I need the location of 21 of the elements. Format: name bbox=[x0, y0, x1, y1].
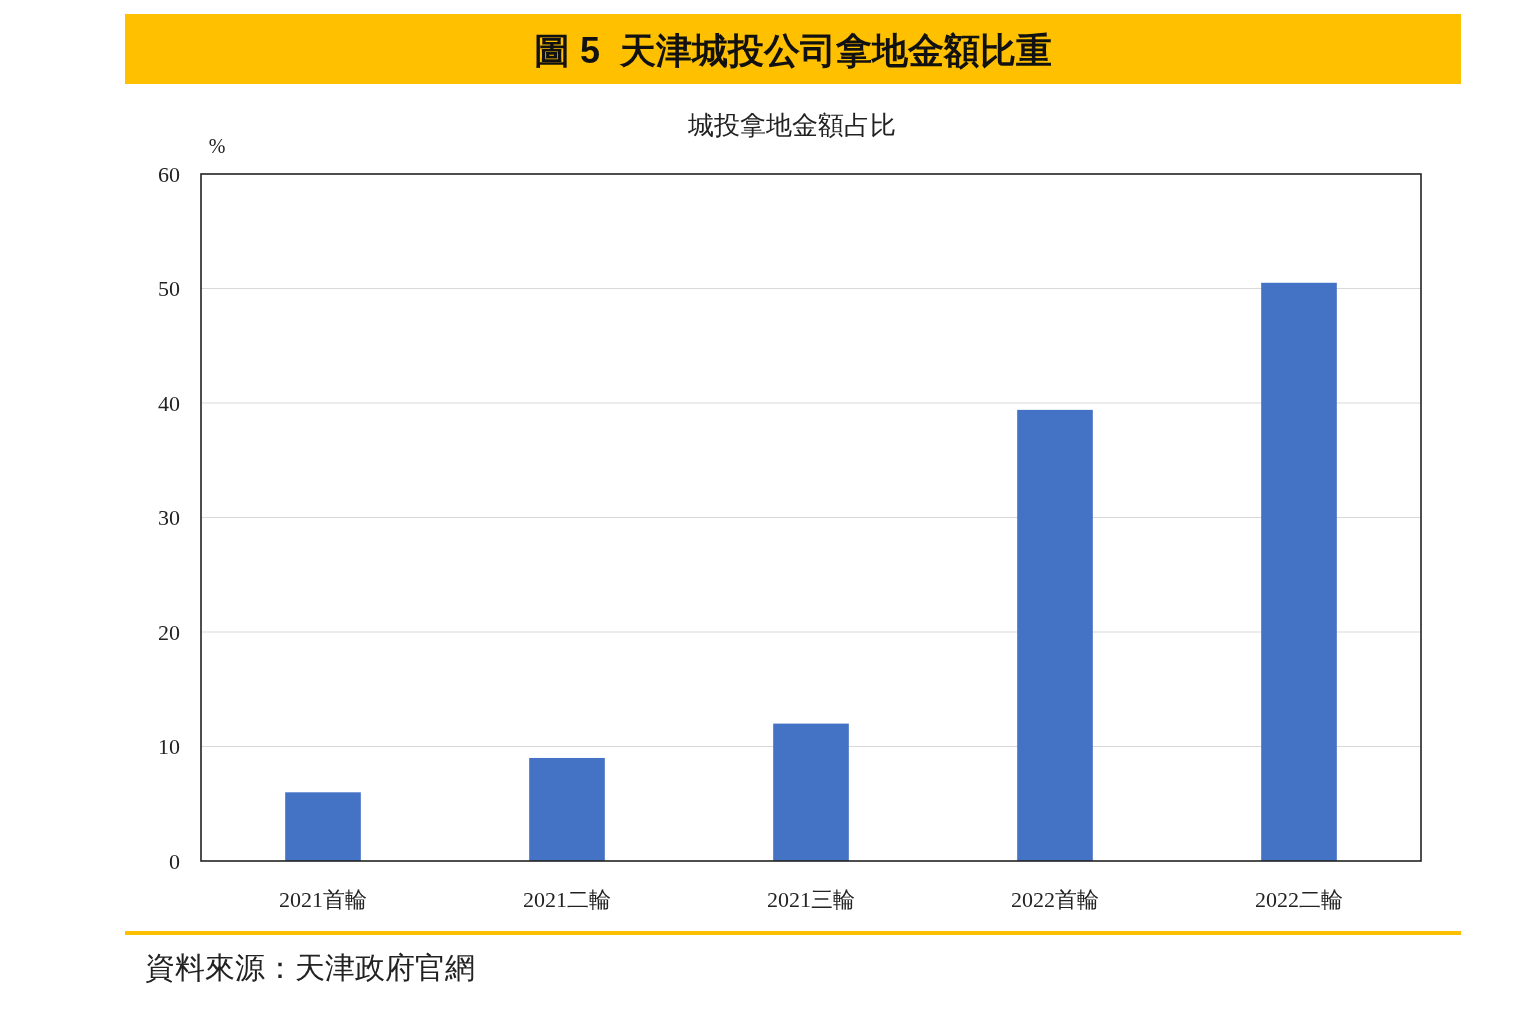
y-axis-title: % bbox=[208, 135, 226, 157]
bar bbox=[1017, 409, 1093, 861]
y-tick-label: 30 bbox=[158, 505, 180, 531]
x-tick-label: 2022二輪 bbox=[1255, 887, 1343, 912]
chart-subtitle: 城投拿地金額占比 bbox=[687, 110, 896, 140]
source-note: 資料來源：天津政府官網 bbox=[145, 951, 475, 984]
bar bbox=[529, 757, 605, 861]
x-tick-label: 2021三輪 bbox=[767, 887, 855, 912]
y-tick-label: 10 bbox=[158, 734, 180, 760]
x-tick-label: 2022首輪 bbox=[1011, 887, 1099, 912]
x-tick-label: 2021首輪 bbox=[279, 887, 367, 912]
bar bbox=[1261, 282, 1337, 861]
y-tick-label: 60 bbox=[158, 161, 180, 187]
y-tick-label: 20 bbox=[158, 619, 180, 645]
y-tick-label: 0 bbox=[169, 848, 180, 874]
y-tick-label: 40 bbox=[158, 390, 180, 416]
bar bbox=[285, 792, 361, 861]
x-tick-label: 2021二輪 bbox=[523, 887, 611, 912]
bar bbox=[773, 723, 849, 861]
y-tick-label: 50 bbox=[158, 276, 180, 302]
chart-title: 圖 5 天津城投公司拿地金額比重 bbox=[533, 30, 1053, 71]
